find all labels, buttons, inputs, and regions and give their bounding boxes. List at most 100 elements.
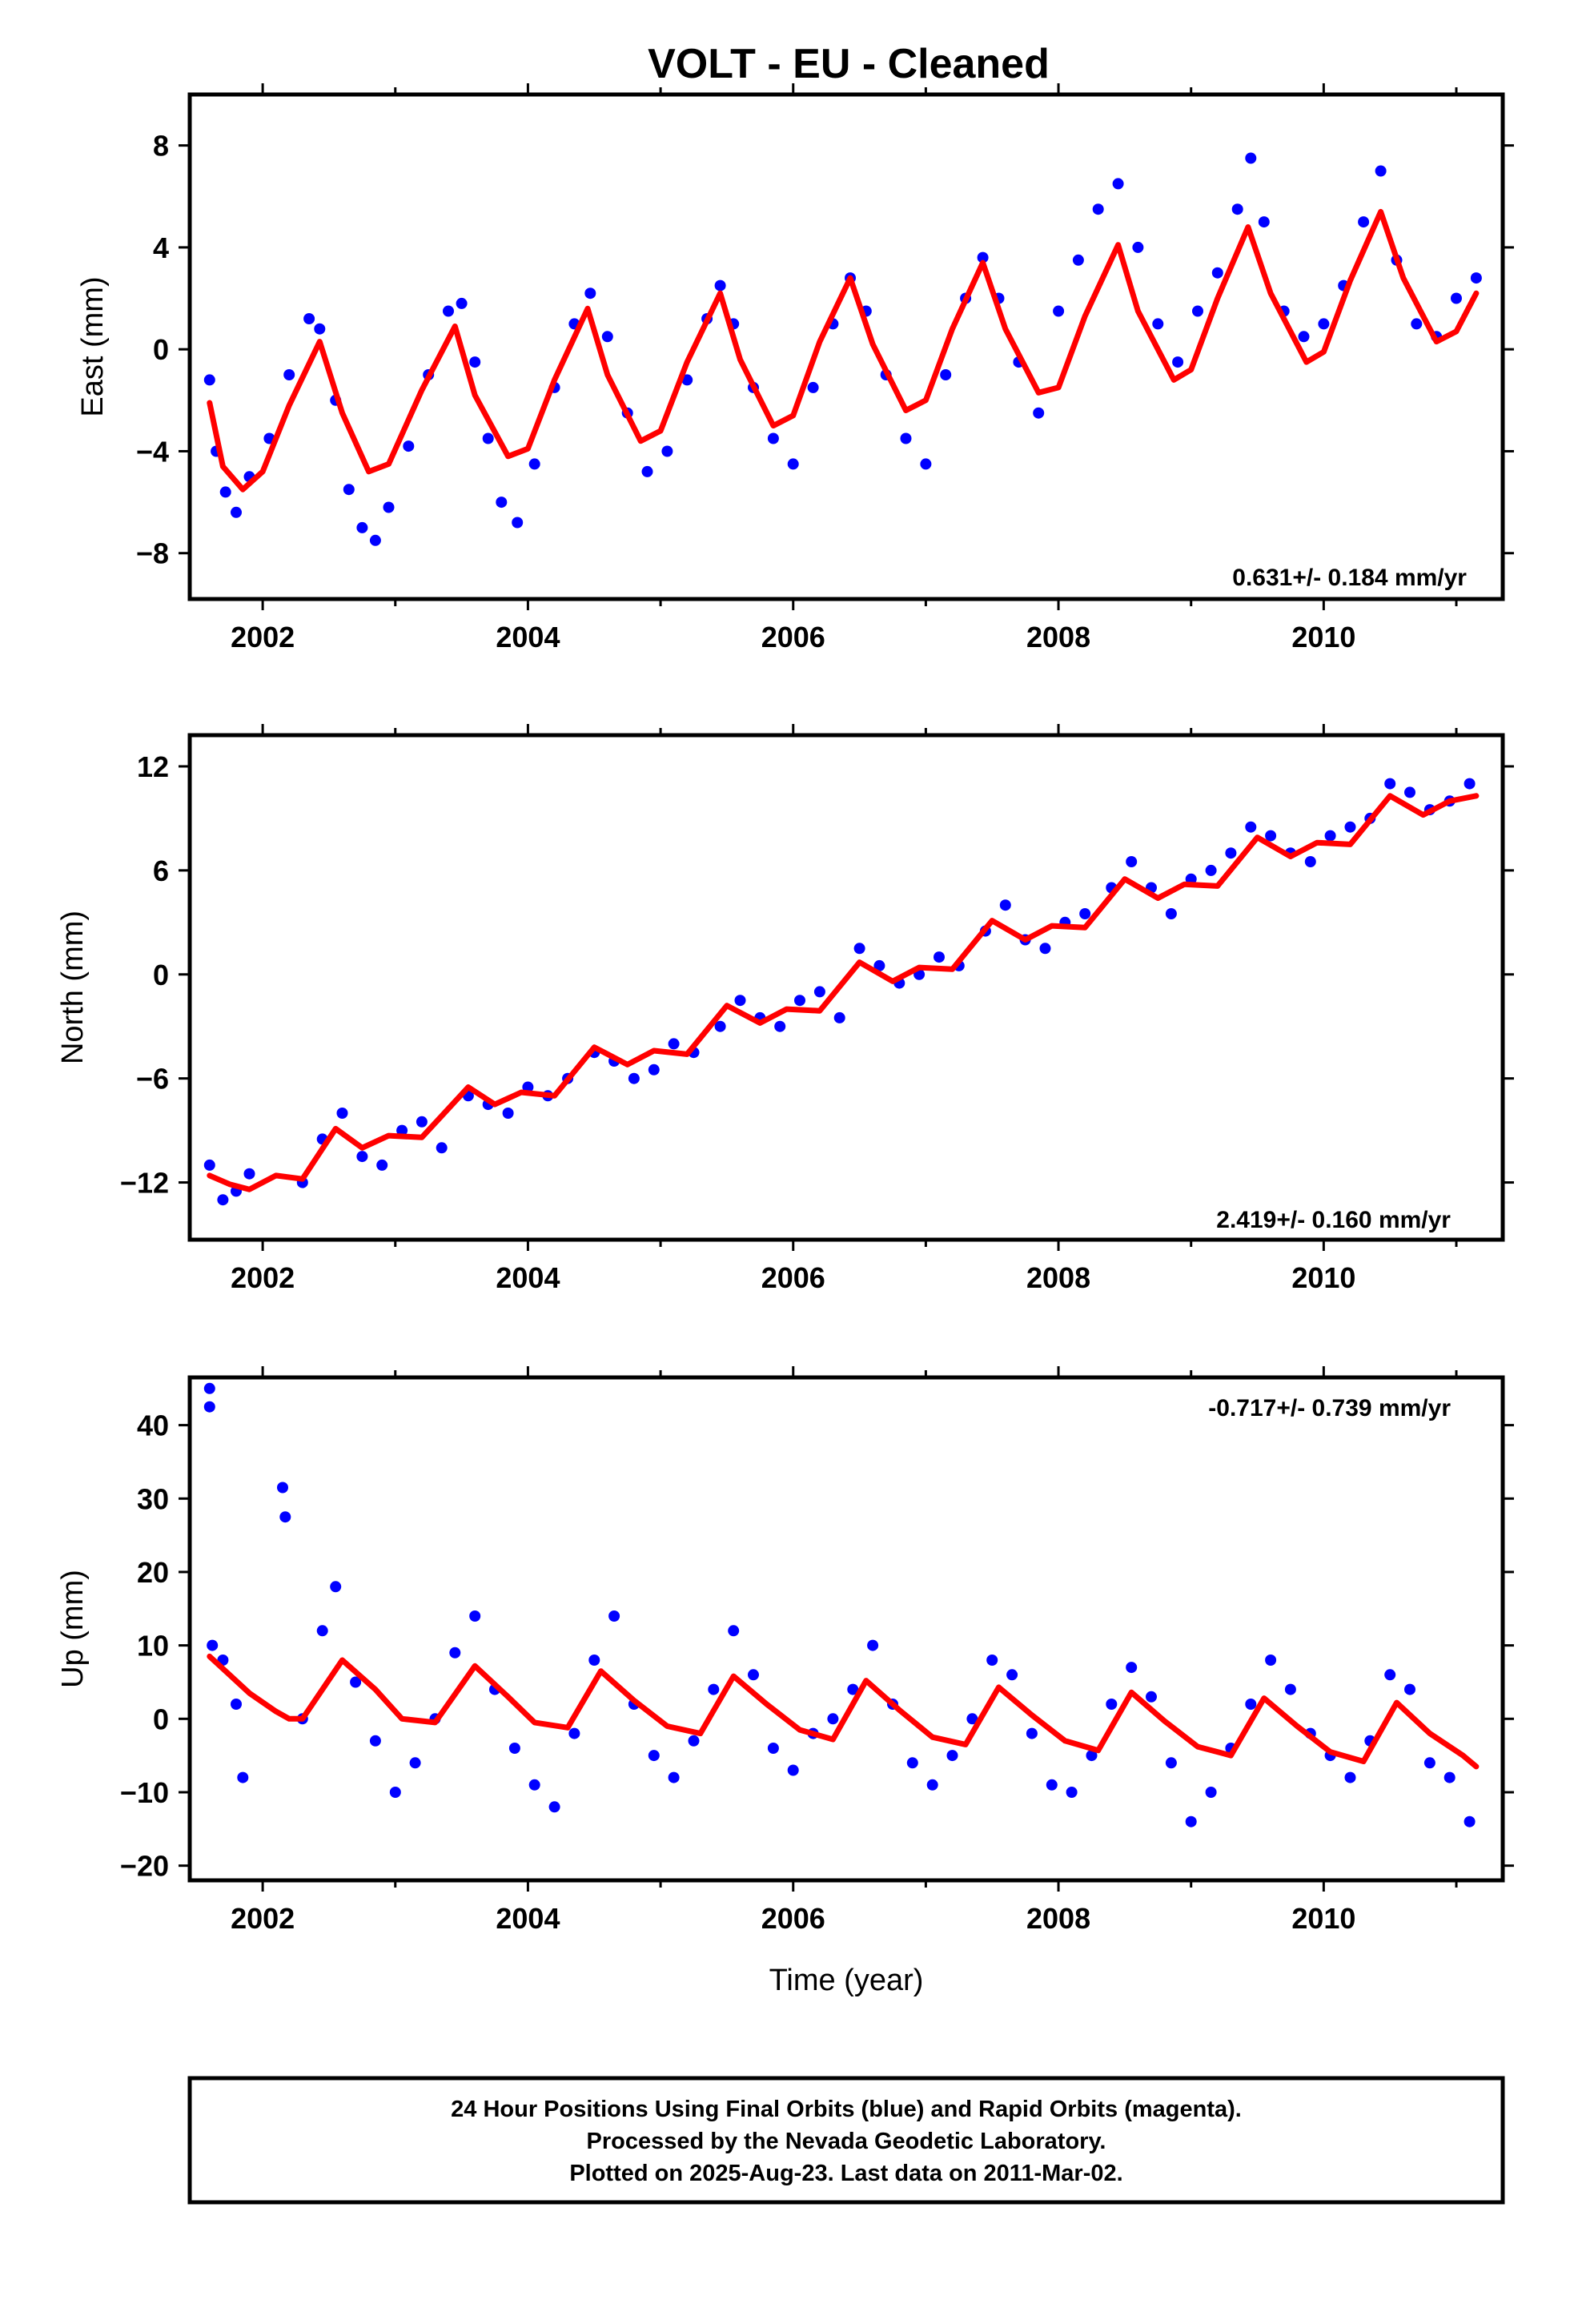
up-obs-point bbox=[528, 1779, 540, 1791]
up-obs-point bbox=[1284, 1683, 1296, 1695]
east-x-ticks: 2002 2004 2006 2008 2010 bbox=[231, 83, 1458, 653]
east-y-tick-label: 8 bbox=[153, 130, 169, 163]
north-y-tick-label: 0 bbox=[153, 959, 169, 991]
footer-line-1: 24 Hour Positions Using Final Orbits (bl… bbox=[451, 2097, 1242, 2122]
up-obs-point bbox=[906, 1757, 918, 1769]
up-obs-point bbox=[608, 1610, 620, 1622]
east-obs-point bbox=[383, 501, 395, 513]
north-model-curve bbox=[207, 793, 1480, 1192]
east-obs-point bbox=[1053, 305, 1065, 317]
east-obs-point bbox=[1033, 407, 1045, 419]
north-rate-label: 2.419+/- 0.160 mm/yr bbox=[1216, 1207, 1451, 1233]
east-obs-point bbox=[356, 521, 368, 533]
up-obs-point bbox=[1066, 1787, 1078, 1798]
up-obs-point bbox=[728, 1625, 740, 1637]
up-y-tick-label: 0 bbox=[153, 1703, 169, 1735]
up-obs-point bbox=[1205, 1787, 1217, 1798]
east-obs-point bbox=[203, 374, 215, 386]
east-obs-point bbox=[528, 458, 540, 470]
up-obs-point bbox=[1464, 1815, 1476, 1827]
east-obs-point bbox=[767, 432, 779, 444]
east-obs-point bbox=[456, 297, 468, 309]
up-obs-point bbox=[316, 1625, 328, 1637]
up-obs-point bbox=[1126, 1662, 1138, 1674]
north-obs-point bbox=[833, 1011, 845, 1023]
up-obs-point bbox=[588, 1655, 600, 1666]
north-obs-point bbox=[1324, 830, 1336, 842]
up-obs-point bbox=[350, 1676, 362, 1688]
north-obs-point bbox=[376, 1159, 388, 1171]
north-y-tick-label: 12 bbox=[137, 750, 169, 783]
east-y-axis-label: East (mm) bbox=[76, 276, 110, 416]
east-y-tick-label: −8 bbox=[136, 537, 169, 570]
east-obs-point bbox=[443, 305, 454, 317]
north-obs-point bbox=[336, 1108, 348, 1119]
north-obs-point bbox=[416, 1116, 428, 1128]
east-obs-point bbox=[787, 458, 799, 470]
east-x-tick-label: 2004 bbox=[496, 621, 560, 653]
north-obs-point bbox=[217, 1194, 229, 1206]
up-obs-point bbox=[827, 1713, 839, 1725]
up-obs-point bbox=[748, 1669, 759, 1681]
north-obs-point bbox=[1225, 847, 1237, 859]
up-obs-point bbox=[1423, 1757, 1435, 1769]
north-obs-point bbox=[1205, 864, 1217, 876]
up-x-tick-label: 2002 bbox=[231, 1902, 295, 1935]
north-obs-point bbox=[1464, 778, 1476, 790]
up-x-tick-label: 2008 bbox=[1026, 1902, 1090, 1935]
east-obs-point bbox=[641, 465, 653, 477]
north-obs-point bbox=[934, 951, 945, 963]
up-obs-point bbox=[966, 1713, 978, 1725]
up-obs-point bbox=[231, 1699, 242, 1710]
up-obs-point bbox=[1185, 1815, 1197, 1827]
north-y-tick-label: −6 bbox=[136, 1063, 169, 1096]
up-obs-point bbox=[847, 1683, 859, 1695]
up-obs-point bbox=[1026, 1727, 1038, 1739]
east-obs-point bbox=[920, 458, 932, 470]
up-obs-point bbox=[1086, 1750, 1098, 1762]
up-obs-point bbox=[237, 1771, 249, 1783]
east-x-tick-label: 2010 bbox=[1291, 621, 1355, 653]
up-obs-point bbox=[767, 1743, 779, 1754]
up-x-tick-label: 2004 bbox=[496, 1902, 560, 1935]
east-obs-point bbox=[1132, 241, 1144, 253]
east-x-tick-label: 2002 bbox=[231, 621, 295, 653]
up-observations bbox=[203, 1382, 1476, 1827]
east-obs-point bbox=[1358, 216, 1370, 228]
north-obs-point bbox=[648, 1063, 660, 1076]
up-obs-point bbox=[1146, 1691, 1157, 1703]
up-obs-point bbox=[203, 1382, 215, 1394]
north-plot-frame bbox=[187, 733, 1505, 1242]
up-plot-frame bbox=[187, 1375, 1505, 1883]
up-y-tick-label: 20 bbox=[137, 1556, 169, 1589]
east-obs-point bbox=[1112, 178, 1124, 190]
east-obs-point bbox=[900, 432, 912, 444]
east-obs-point bbox=[807, 381, 819, 393]
north-obs-point bbox=[853, 943, 865, 955]
footer-line-3: Plotted on 2025-Aug-23. Last data on 201… bbox=[569, 2161, 1122, 2186]
up-obs-point bbox=[867, 1639, 879, 1651]
up-obs-point bbox=[1443, 1771, 1456, 1783]
east-obs-point bbox=[1298, 331, 1310, 343]
north-obs-point bbox=[1079, 908, 1091, 919]
footer-box: 24 Hour Positions Using Final Orbits (bl… bbox=[187, 2076, 1505, 2205]
east-obs-point bbox=[1152, 318, 1164, 330]
north-x-tick-label: 2008 bbox=[1026, 1261, 1090, 1294]
up-obs-point bbox=[369, 1735, 381, 1747]
north-obs-point bbox=[628, 1072, 640, 1084]
north-y-ticks: 12 6 0 −6 −12 bbox=[120, 750, 1514, 1200]
up-x-ticks: 2002 2004 2006 2008 2010 bbox=[231, 1366, 1458, 1935]
east-obs-point bbox=[219, 486, 231, 498]
east-rate-label: 0.631+/- 0.184 mm/yr bbox=[1232, 565, 1467, 591]
east-obs-point bbox=[369, 534, 381, 546]
east-obs-point bbox=[1245, 152, 1257, 164]
north-obs-point bbox=[1344, 821, 1356, 833]
up-x-tick-label: 2006 bbox=[761, 1902, 825, 1935]
north-x-ticks: 2002 2004 2006 2008 2010 bbox=[231, 724, 1458, 1294]
up-obs-point bbox=[1046, 1779, 1058, 1791]
north-obs-point bbox=[873, 959, 885, 971]
north-observations bbox=[203, 778, 1476, 1206]
east-obs-point bbox=[1192, 305, 1203, 317]
